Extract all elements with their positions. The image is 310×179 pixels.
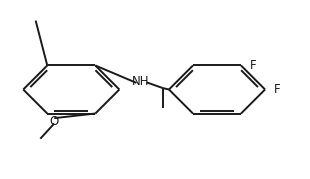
Text: F: F [274,83,281,96]
Text: NH: NH [132,75,150,88]
Text: O: O [50,115,59,128]
Text: F: F [250,59,257,72]
